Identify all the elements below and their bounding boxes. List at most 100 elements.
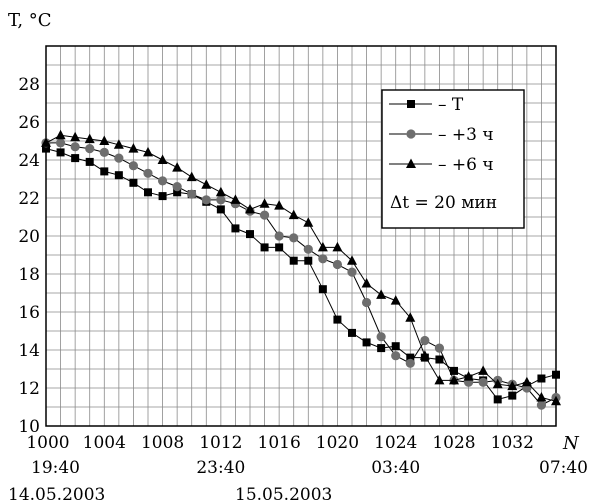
x-tick-label: 1024: [374, 433, 417, 453]
data-point-circle: [347, 267, 357, 277]
data-point-circle: [172, 182, 182, 192]
x-tick-label: 1028: [432, 433, 475, 453]
x-tick-labels: 1000 1004 1008 1012 1016 1020 1024 1028 1032 19:4…: [8, 433, 588, 504]
data-point-square: [377, 344, 386, 353]
x-time-label: 23:40: [196, 458, 245, 478]
data-point-triangle: [157, 154, 168, 164]
plot-frame: [45, 45, 557, 427]
data-point-circle: [259, 210, 270, 220]
x-axis-label: N: [562, 433, 580, 454]
y-axis-label: T, °C: [8, 10, 52, 31]
y-tick-label: 28: [18, 75, 40, 95]
data-point-circle: [55, 138, 66, 148]
data-point-square: [158, 192, 167, 201]
data-point-triangle: [463, 371, 474, 381]
x-tick-label: 1032: [491, 433, 534, 453]
data-point-circle: [187, 189, 197, 199]
data-point-circle: [434, 343, 445, 353]
data-point-triangle: [347, 255, 357, 265]
data-point-triangle: [551, 395, 561, 406]
y-tick-label: 14: [18, 341, 40, 361]
y-tick-label: 24: [18, 151, 40, 171]
data-point-square: [129, 178, 138, 187]
data-point-triangle: [361, 278, 372, 288]
data-point-square: [289, 256, 298, 265]
data-point-triangle: [478, 365, 489, 375]
x-time-label: 03:40: [371, 458, 420, 478]
data-point-triangle: [215, 186, 226, 197]
data-point-circle: [405, 358, 415, 368]
legend-label: – +6 ч: [438, 155, 494, 175]
x-tick-label: 1020: [316, 433, 359, 453]
data-point-circle: [70, 142, 80, 152]
data-point-square: [71, 154, 80, 163]
data-point-circle: [216, 195, 226, 205]
data-point-square: [318, 285, 327, 294]
y-tick-label: 16: [18, 303, 40, 323]
data-point-circle: [478, 377, 488, 387]
legend-marker-triangle: [406, 158, 416, 168]
data-point-triangle: [449, 374, 459, 385]
data-point-square: [406, 353, 415, 362]
x-time-label: 07:40: [539, 458, 588, 478]
data-point-square: [348, 328, 356, 337]
data-point-square: [246, 230, 254, 239]
data-point-triangle: [128, 143, 139, 153]
y-tick-label: 12: [18, 379, 40, 399]
data-point-triangle: [186, 171, 197, 182]
legend-marker-square: [407, 100, 415, 108]
x-date-label: 14.05.2003: [8, 485, 105, 504]
data-point-triangle: [521, 376, 532, 387]
y-tick-label: 10: [18, 417, 40, 437]
data-point-circle: [99, 147, 109, 157]
x-date-label: 15.05.2003: [235, 485, 332, 504]
legend-note: Δt = 20 мин: [390, 193, 497, 213]
data-point-circle: [318, 254, 328, 264]
data-point-triangle: [55, 129, 66, 140]
data-point-circle: [201, 195, 211, 205]
data-point-triangle: [143, 146, 153, 157]
y-tick-labels: 10 12 14 16 18 20 22 24 26 28: [18, 75, 40, 437]
data-point-triangle: [507, 380, 518, 391]
y-tick-label: 26: [18, 113, 40, 133]
data-point-square: [275, 243, 284, 252]
data-point-triangle: [201, 179, 212, 189]
data-point-triangle: [245, 203, 255, 214]
data-point-triangle: [390, 295, 401, 305]
legend-label: – T: [438, 95, 464, 115]
x-tick-label: 1008: [141, 433, 184, 453]
data-point-square: [42, 144, 50, 153]
data-point-circle: [536, 400, 547, 410]
data-point-square: [216, 205, 225, 214]
data-point-square: [493, 395, 502, 404]
data-point-triangle: [99, 135, 110, 145]
data-point-triangle: [492, 378, 503, 389]
data-point-triangle: [41, 137, 51, 147]
data-point-circle: [376, 332, 386, 342]
data-point-square: [304, 256, 313, 265]
data-point-triangle: [172, 162, 183, 172]
data-point-square: [333, 315, 342, 324]
y-tick-label: 20: [18, 227, 40, 247]
data-point-square: [391, 342, 400, 351]
y-tick-label: 22: [18, 189, 40, 209]
data-point-square: [114, 171, 123, 180]
x-tick-label: 1012: [199, 433, 242, 453]
data-point-circle: [391, 351, 401, 361]
data-point-triangle: [84, 133, 95, 144]
data-point-circle: [332, 259, 343, 270]
data-point-square: [450, 366, 458, 375]
data-point-square: [260, 243, 269, 252]
data-point-square: [435, 355, 444, 364]
axes: [45, 45, 557, 427]
legend: – T – +3 ч – +6 ч Δt = 20 мин: [381, 89, 525, 229]
series-layer: [41, 129, 561, 410]
legend-box: [381, 89, 525, 229]
data-point-circle: [274, 231, 284, 241]
data-point-square: [537, 374, 546, 383]
data-point-square: [362, 338, 371, 347]
data-point-square: [56, 148, 65, 157]
data-point-circle: [361, 297, 372, 308]
data-point-triangle: [113, 139, 124, 149]
